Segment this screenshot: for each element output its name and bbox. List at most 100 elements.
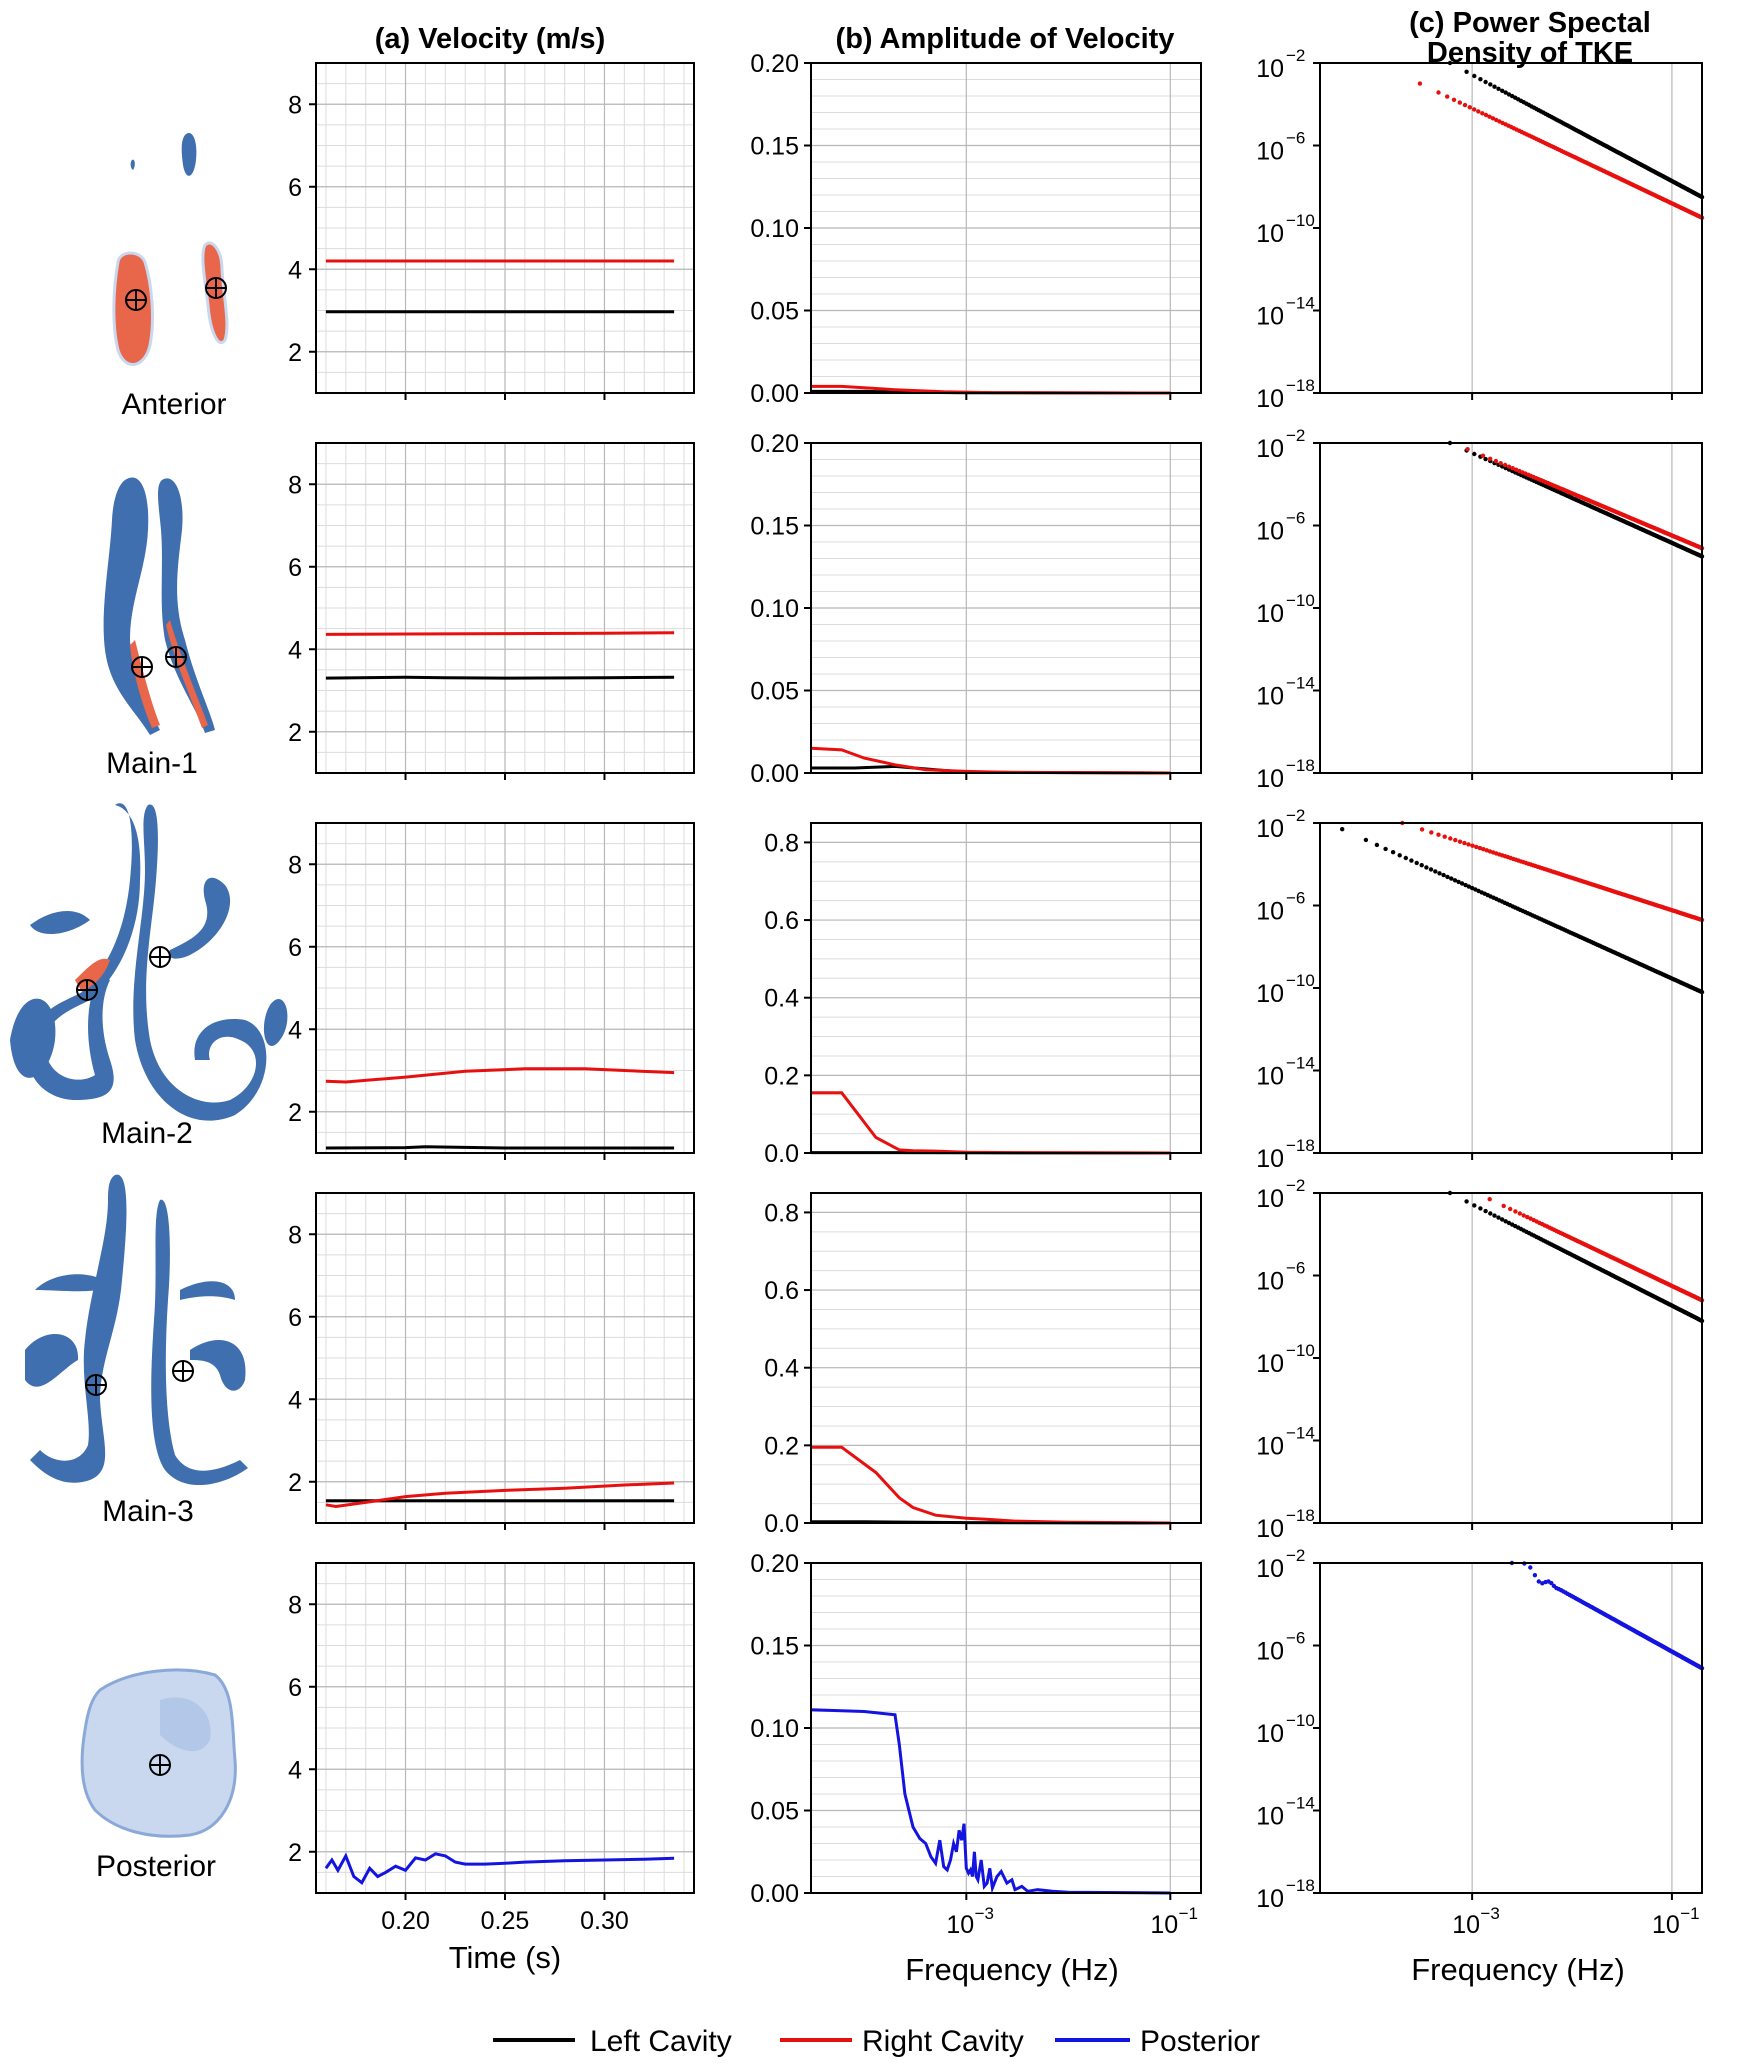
y-tick-exponent: −14	[1286, 674, 1315, 693]
psd-point	[1436, 90, 1441, 95]
y-tick-exponent: −2	[1286, 1546, 1305, 1565]
psd-point	[1477, 845, 1483, 851]
y-tick-label: 10	[1256, 1063, 1284, 1091]
psd-point	[1502, 462, 1508, 468]
y-tick-label: 8	[288, 91, 302, 119]
psd-point	[1470, 843, 1475, 848]
y-tick-label: 8	[288, 851, 302, 879]
psd-point	[1503, 90, 1508, 95]
psd-point	[1474, 844, 1479, 850]
psd-point	[1476, 109, 1481, 114]
psd-point	[1496, 1215, 1501, 1220]
psd-point	[1549, 1580, 1554, 1586]
y-tick-label: 10	[1256, 1638, 1284, 1666]
amplitude-axes-frame	[810, 1192, 1202, 1524]
psd-point	[1492, 84, 1497, 89]
psd-point	[1503, 1219, 1508, 1224]
y-tick-label: 10	[1256, 518, 1284, 546]
psd-series-right-cavity	[1417, 81, 1705, 220]
velocity-line-right-cavity	[325, 1481, 675, 1509]
y-tick-label: 8	[288, 1221, 302, 1249]
legend-label-posterior: Posterior	[1140, 2025, 1260, 2058]
psd-point	[1464, 1199, 1469, 1204]
y-tick-label: 0.4	[764, 985, 799, 1013]
psd-point	[1464, 69, 1469, 75]
psd-point	[1403, 855, 1409, 861]
psd-point	[1513, 1209, 1518, 1214]
y-tick-label: 10	[1256, 55, 1284, 83]
velocity-panel-2: 2 4 6 8	[288, 823, 694, 1160]
psd-point	[1517, 1211, 1523, 1216]
amplitude-panel-2: 0.0 0.2 0.4 0.6 0.8	[764, 823, 1201, 1168]
psd-point	[1451, 97, 1457, 103]
psd-series-right-cavity	[1400, 820, 1705, 923]
psd-series-left-cavity	[1447, 440, 1705, 559]
y-tick-label: 0.8	[764, 829, 799, 857]
y-tick-label: 10	[1256, 765, 1284, 793]
y-tick-exponent: −10	[1286, 591, 1315, 610]
geometry-posterior	[80, 1668, 237, 1838]
x-tick-exponent: −3	[975, 1904, 994, 1923]
xlabel-frequency-c: Frequency (Hz)	[1411, 1952, 1625, 1987]
y-tick-label: 10	[1256, 600, 1284, 628]
geometry-main-1	[103, 477, 215, 735]
psd-point	[1525, 1214, 1530, 1220]
psd-point	[1480, 111, 1485, 116]
velocity-panel-4: 2 4 6 8 0.20 0.25 0.30	[288, 1563, 694, 1935]
psd-point	[1453, 837, 1458, 843]
velocity-line-posterior	[324, 1852, 675, 1885]
y-tick-label: 8	[288, 1591, 302, 1619]
y-tick-label: 6	[288, 174, 302, 202]
title-psd-line1: (c) Power Spectal	[1409, 7, 1651, 39]
psd-point	[1465, 447, 1470, 452]
velocity-axes-frame	[315, 442, 695, 774]
psd-point	[1452, 878, 1458, 883]
y-tick-exponent: −14	[1286, 1424, 1315, 1443]
psd-point	[1429, 830, 1434, 835]
y-tick-label: 10	[1256, 1515, 1284, 1543]
psd-point	[1466, 884, 1472, 889]
y-tick-exponent: −2	[1286, 806, 1305, 825]
psd-point	[1488, 456, 1493, 461]
psd-point	[1448, 836, 1453, 841]
y-tick-label: 10	[1256, 1268, 1284, 1296]
y-tick-label: 10	[1256, 1720, 1284, 1748]
y-tick-exponent: −2	[1286, 46, 1305, 65]
psd-point	[1472, 1203, 1477, 1208]
y-tick-label: 6	[288, 554, 302, 582]
amplitude-line-right-cavity	[811, 1445, 1171, 1525]
psd-point	[1492, 1213, 1497, 1218]
x-tick-label: 0.30	[580, 1907, 629, 1935]
psd-point	[1521, 1213, 1526, 1218]
y-tick-label: 0.00	[750, 380, 799, 408]
y-tick-label: 0.20	[750, 1550, 799, 1578]
y-tick-label: 0.10	[750, 595, 799, 623]
psd-series-left-cavity	[1340, 827, 1705, 995]
y-tick-label: 2	[288, 719, 302, 747]
y-tick-label: 0.20	[750, 50, 799, 78]
y-tick-label: 10	[1256, 303, 1284, 331]
psd-series-posterior	[1509, 1560, 1705, 1671]
y-tick-label: 0.10	[750, 1715, 799, 1743]
y-tick-label: 0.20	[750, 430, 799, 458]
amplitude-panel-0: 0.00 0.05 0.10 0.15 0.20	[750, 50, 1201, 408]
y-tick-label: 0.15	[750, 133, 799, 161]
psd-axes-frame	[1319, 442, 1703, 774]
psd-point	[1417, 81, 1423, 86]
y-tick-label: 10	[1256, 1803, 1284, 1831]
psd-point	[1483, 112, 1489, 118]
legend: Left Cavity Right Cavity Posterior	[493, 2025, 1260, 2058]
y-tick-label: 0.10	[750, 215, 799, 243]
psd-point	[1513, 467, 1519, 472]
psd-point	[1496, 86, 1501, 92]
psd-point	[1500, 88, 1505, 94]
y-tick-exponent: −2	[1286, 1176, 1305, 1195]
psd-axes-frame	[1319, 1192, 1703, 1524]
y-tick-label: 0.15	[750, 513, 799, 541]
legend-label-left: Left Cavity	[590, 2025, 732, 2058]
y-tick-label: 10	[1256, 435, 1284, 463]
xlabel-frequency-b: Frequency (Hz)	[905, 1952, 1119, 1987]
psd-point	[1383, 846, 1388, 852]
psd-axes-frame	[1319, 822, 1703, 1154]
title-psd-line2: Density of TKE	[1427, 37, 1633, 69]
